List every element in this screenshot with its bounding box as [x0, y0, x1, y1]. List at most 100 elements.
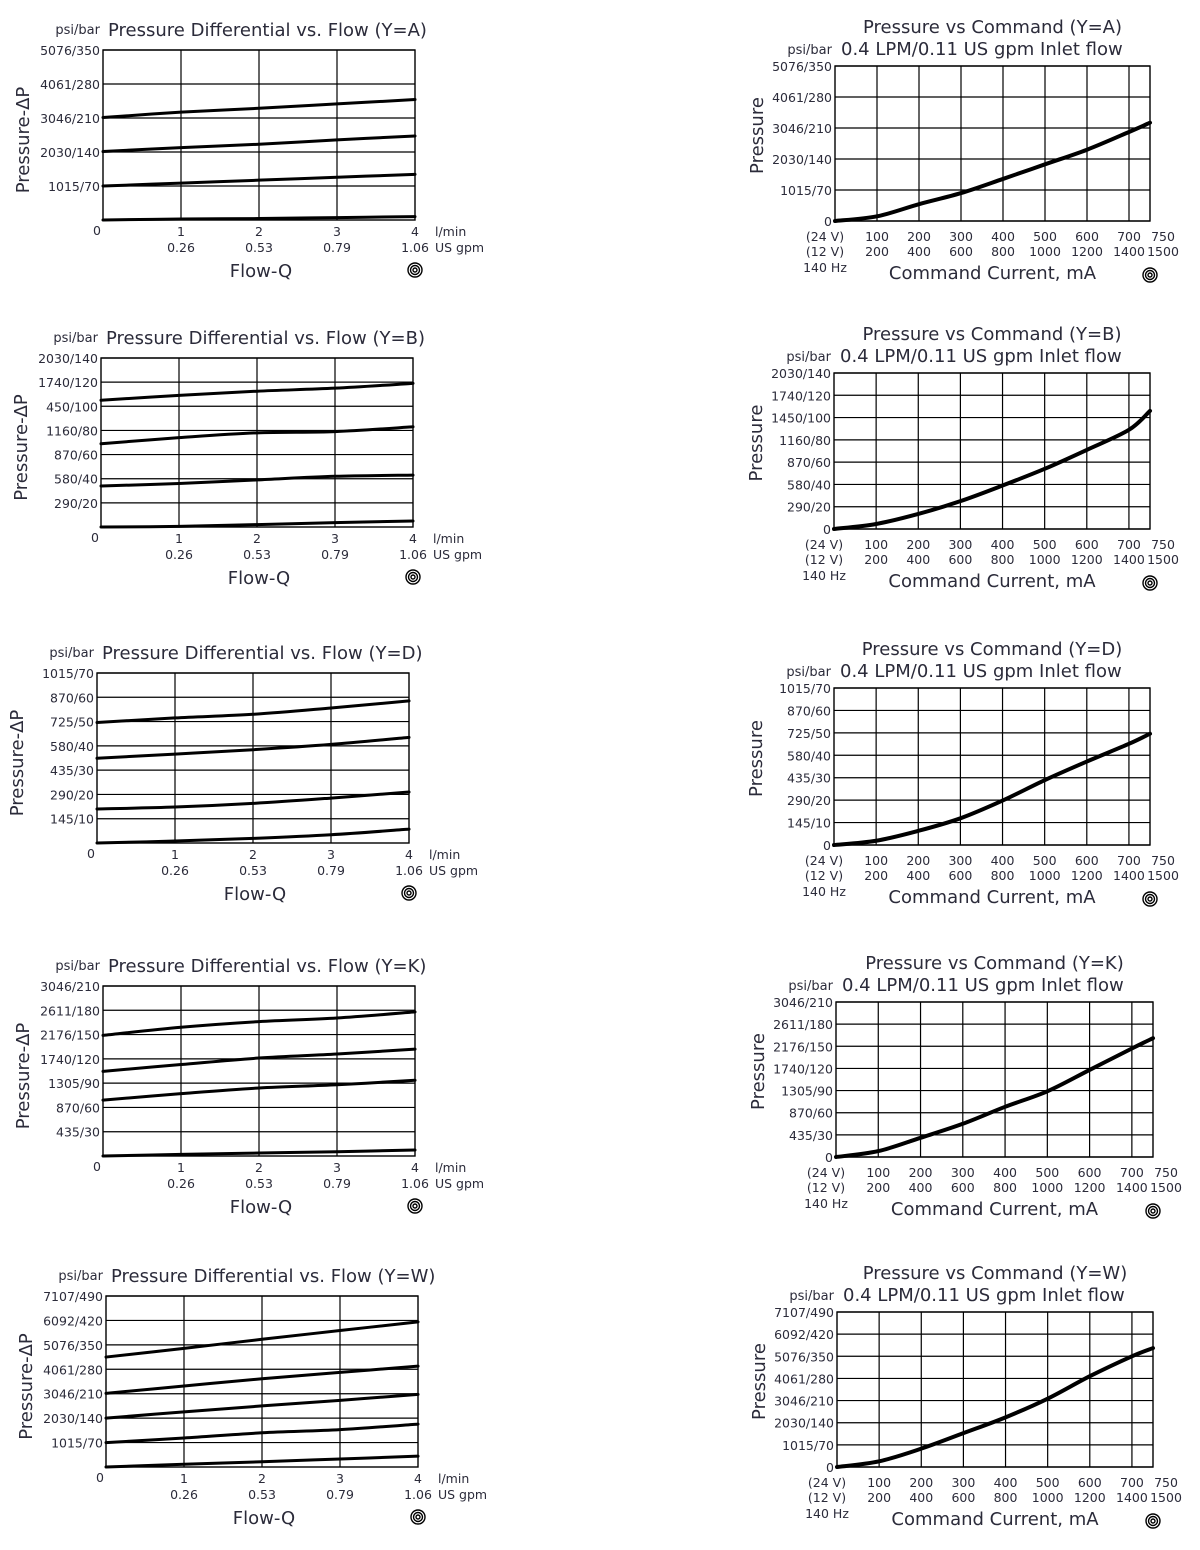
y-tick-label: 1160/80	[779, 433, 831, 448]
x-tick-label-12v: 200	[864, 552, 888, 567]
y-tick-label: 1305/90	[48, 1076, 100, 1091]
x-unit-lpm: l/min	[438, 1471, 469, 1486]
x-tick-label-24v: 400	[991, 229, 1015, 244]
x-tick-label-12v: 800	[993, 1180, 1017, 1195]
x-tick-label-24v: 750	[1154, 1475, 1178, 1490]
x-tick-label-12v: 400	[906, 552, 930, 567]
x-tick-label-12v: 1500	[1150, 1180, 1182, 1195]
x-tick-label-12v: 1000	[1029, 552, 1061, 567]
y-tick-label: 870/60	[787, 455, 831, 470]
x-tick-label-24v: 600	[1075, 537, 1099, 552]
x-origin-label: 0	[91, 530, 99, 545]
x-tick-label-lpm: 2	[255, 1160, 263, 1175]
chart-subtitle: 0.4 LPM/0.11 US gpm Inlet flow	[841, 39, 1123, 60]
series-line-1	[832, 731, 1152, 847]
chart-subtitle: 0.4 LPM/0.11 US gpm Inlet flow	[842, 975, 1124, 996]
plot-frame	[834, 65, 1151, 222]
series-line-3	[101, 1078, 417, 1102]
y-tick-label: 2176/150	[773, 1039, 833, 1054]
pressure-vs-command-chart-right-a: 5076/350 4061/280 3046/210 2030/140 1015/70 0…	[747, 17, 1179, 284]
units-label: psi/bar	[49, 646, 94, 661]
x-tick-label-lpm: 4	[414, 1471, 422, 1486]
x-tick-label-12v: 600	[949, 244, 973, 259]
x-tick-label-24v: 500	[1036, 1475, 1060, 1490]
x-tick-label-24v: 750	[1151, 229, 1175, 244]
y-tick-label: 4061/280	[772, 90, 832, 105]
y-axis-label: Pressure-ΔP	[11, 394, 32, 501]
series-line-3	[104, 1392, 420, 1420]
x-tick-label-12v: 400	[906, 868, 930, 883]
target-icon	[1142, 267, 1158, 283]
x-tick-label-12v: 800	[991, 868, 1015, 883]
y-tick-label: 0	[824, 214, 832, 229]
series-line-2	[95, 735, 411, 760]
x-tick-label-gpm: 0.53	[239, 863, 267, 878]
plot-frame	[833, 687, 1151, 846]
row-label-12v: (12 V)	[807, 1180, 845, 1195]
y-tick-label: 145/10	[787, 816, 831, 831]
series-line-1	[101, 1010, 417, 1037]
y-tick-label: 0	[823, 522, 831, 537]
x-tick-label-12v: 200	[867, 1490, 891, 1505]
x-tick-label-12v: 1400	[1113, 244, 1145, 259]
x-tick-label-12v: 1000	[1032, 1490, 1064, 1505]
x-tick-label-12v: 400	[909, 1490, 933, 1505]
x-tick-label-gpm: 0.26	[170, 1487, 198, 1502]
units-label: psi/bar	[788, 979, 833, 994]
x-tick-label-12v: 600	[951, 1490, 975, 1505]
chart-title: Pressure Differential vs. Flow (Y=A)	[108, 20, 427, 41]
x-tick-label-gpm: 0.53	[243, 547, 271, 562]
units-label: psi/bar	[53, 331, 98, 346]
x-tick-label-12v: 1500	[1147, 244, 1179, 259]
x-unit-gpm: US gpm	[429, 863, 478, 878]
target-icon	[1145, 1513, 1161, 1529]
y-tick-label: 2030/140	[43, 1411, 103, 1426]
x-tick-label-12v: 200	[864, 868, 888, 883]
row-label-12v: (12 V)	[808, 1490, 846, 1505]
frequency-label: 140 Hz	[802, 568, 846, 583]
x-tick-label-gpm: 0.79	[321, 547, 349, 562]
x-tick-label-12v: 1200	[1071, 552, 1103, 567]
plot-frame	[105, 1295, 419, 1468]
y-tick-label: 580/40	[50, 739, 94, 754]
x-tick-label-12v: 1500	[1147, 552, 1179, 567]
x-tick-label-lpm: 3	[333, 224, 341, 239]
target-icon	[1142, 891, 1158, 907]
x-tick-label-24v: 500	[1033, 229, 1057, 244]
y-tick-label: 2611/180	[773, 1017, 833, 1032]
y-tick-label: 4061/280	[774, 1371, 834, 1386]
x-tick-label-12v: 400	[907, 244, 931, 259]
x-origin-label: 0	[87, 846, 95, 861]
x-origin-label: 0	[93, 1159, 101, 1174]
y-tick-label: 3046/210	[774, 1394, 834, 1409]
y-tick-label: 725/50	[787, 726, 831, 741]
x-tick-label-12v: 800	[991, 552, 1015, 567]
y-tick-label: 5076/350	[774, 1349, 834, 1364]
x-tick-label-lpm: 4	[405, 847, 413, 862]
x-tick-label-gpm: 0.53	[248, 1487, 276, 1502]
y-tick-label: 2030/140	[40, 145, 100, 160]
x-axis-label: Flow-Q	[230, 1197, 292, 1218]
series-line-1	[835, 1346, 1155, 1469]
y-tick-label: 1740/120	[38, 375, 98, 390]
y-axis-label: Pressure-ΔP	[16, 1333, 37, 1440]
x-tick-label-12v: 1500	[1147, 868, 1179, 883]
x-tick-label-12v: 1200	[1071, 244, 1103, 259]
target-icon	[1142, 575, 1158, 591]
y-axis-label: Pressure-ΔP	[7, 710, 28, 817]
pressure-vs-command-chart-right-w: 7107/490 6092/420 5076/350 4061/280 3046/210…	[749, 1263, 1182, 1530]
series-line-2	[101, 134, 417, 154]
y-tick-label: 290/20	[787, 500, 831, 515]
x-tick-label-24v: 300	[949, 229, 973, 244]
x-tick-label-lpm: 4	[411, 1160, 419, 1175]
x-axis-label: Flow-Q	[233, 1508, 295, 1529]
target-icon	[1145, 1203, 1161, 1219]
chart-title: Pressure Differential vs. Flow (Y=W)	[111, 1266, 435, 1287]
y-tick-label: 1450/100	[771, 411, 831, 426]
y-tick-label: 2176/150	[40, 1028, 100, 1043]
x-axis-label: Command Current, mA	[888, 571, 1096, 592]
x-tick-label-gpm: 0.79	[317, 863, 345, 878]
series-line-3	[101, 172, 417, 188]
x-tick-label-12v: 1400	[1116, 1180, 1148, 1195]
